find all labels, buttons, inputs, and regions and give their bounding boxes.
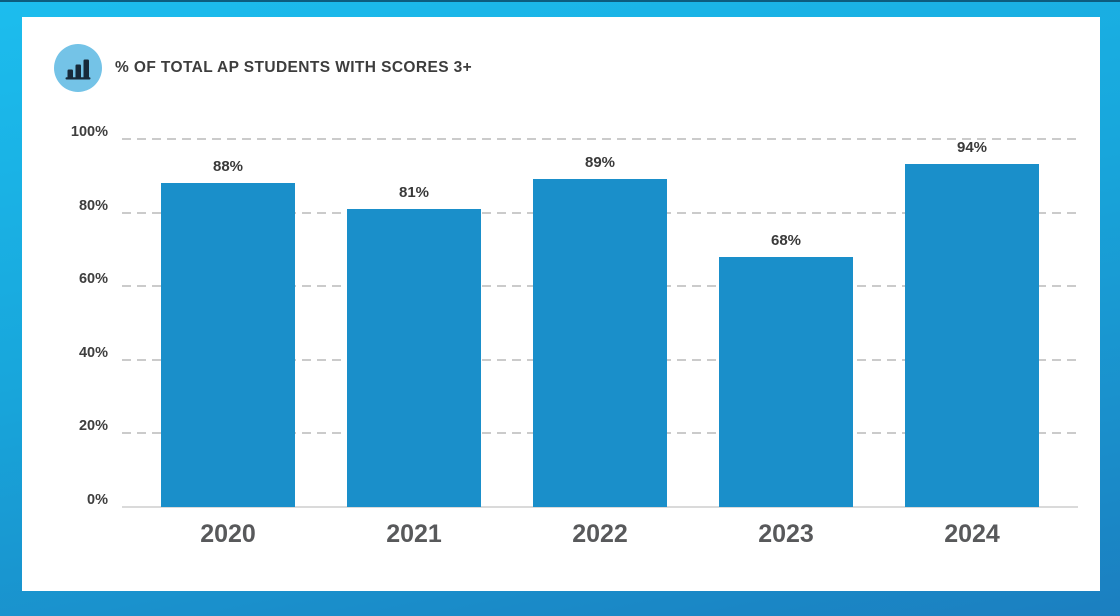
y-tick-label-60: 60% — [78, 271, 108, 288]
bar-chart-icon — [54, 44, 102, 92]
bar-2020 — [161, 183, 295, 507]
bar-slot-2024: 94% — [905, 139, 1039, 507]
x-axis-label-2024: 2024 — [944, 520, 1000, 548]
plot-area: 88% 81% 89% 68% 94% — [122, 138, 1078, 508]
bar-value-label-2020: 88% — [212, 158, 244, 176]
x-axis-label-2023: 2023 — [758, 520, 814, 548]
x-axis: 2020 2021 2022 2023 2024 — [122, 520, 1078, 549]
bar-chart-icon-glyph — [65, 59, 91, 80]
bar-value-label-2022: 89% — [584, 154, 616, 172]
bar-slot-2022: 89% — [533, 139, 667, 507]
x-axis-label-2021: 2021 — [386, 520, 442, 548]
chart-panel: % OF TOTAL AP STUDENTS WITH SCORES 3+ 0%… — [22, 17, 1100, 591]
bar-value-label-2021: 81% — [398, 183, 430, 201]
bar-slot-2021: 81% — [347, 139, 481, 507]
bar-value-label-2024: 94% — [956, 139, 988, 156]
y-tick-label-80: 80% — [78, 197, 108, 214]
x-axis-label-2022: 2022 — [572, 520, 628, 548]
bar-2021 — [347, 208, 481, 507]
y-tick-label-20: 20% — [78, 418, 108, 435]
bar-slot-2020: 88% — [161, 139, 295, 507]
bar-value-label-2023: 68% — [770, 231, 802, 249]
y-tick-label-100: 100% — [70, 124, 108, 140]
chart-header: % OF TOTAL AP STUDENTS WITH SCORES 3+ — [54, 44, 472, 92]
y-tick-label-40: 40% — [78, 344, 108, 361]
bars-container: 88% 81% 89% 68% 94% — [122, 139, 1078, 507]
y-tick-label-0: 0% — [87, 492, 108, 508]
bar-2024 — [905, 164, 1039, 507]
chart-title: % OF TOTAL AP STUDENTS WITH SCORES 3+ — [115, 59, 473, 76]
bar-slot-2023: 68% — [719, 139, 853, 507]
bar-2023 — [719, 256, 853, 507]
gridline-100 — [122, 138, 1078, 140]
y-axis: 0% 20% 40% 60% 80% 100% — [22, 124, 108, 508]
bar-2022 — [533, 179, 667, 507]
x-axis-label-2020: 2020 — [200, 520, 256, 548]
x-axis-baseline — [122, 506, 1078, 508]
